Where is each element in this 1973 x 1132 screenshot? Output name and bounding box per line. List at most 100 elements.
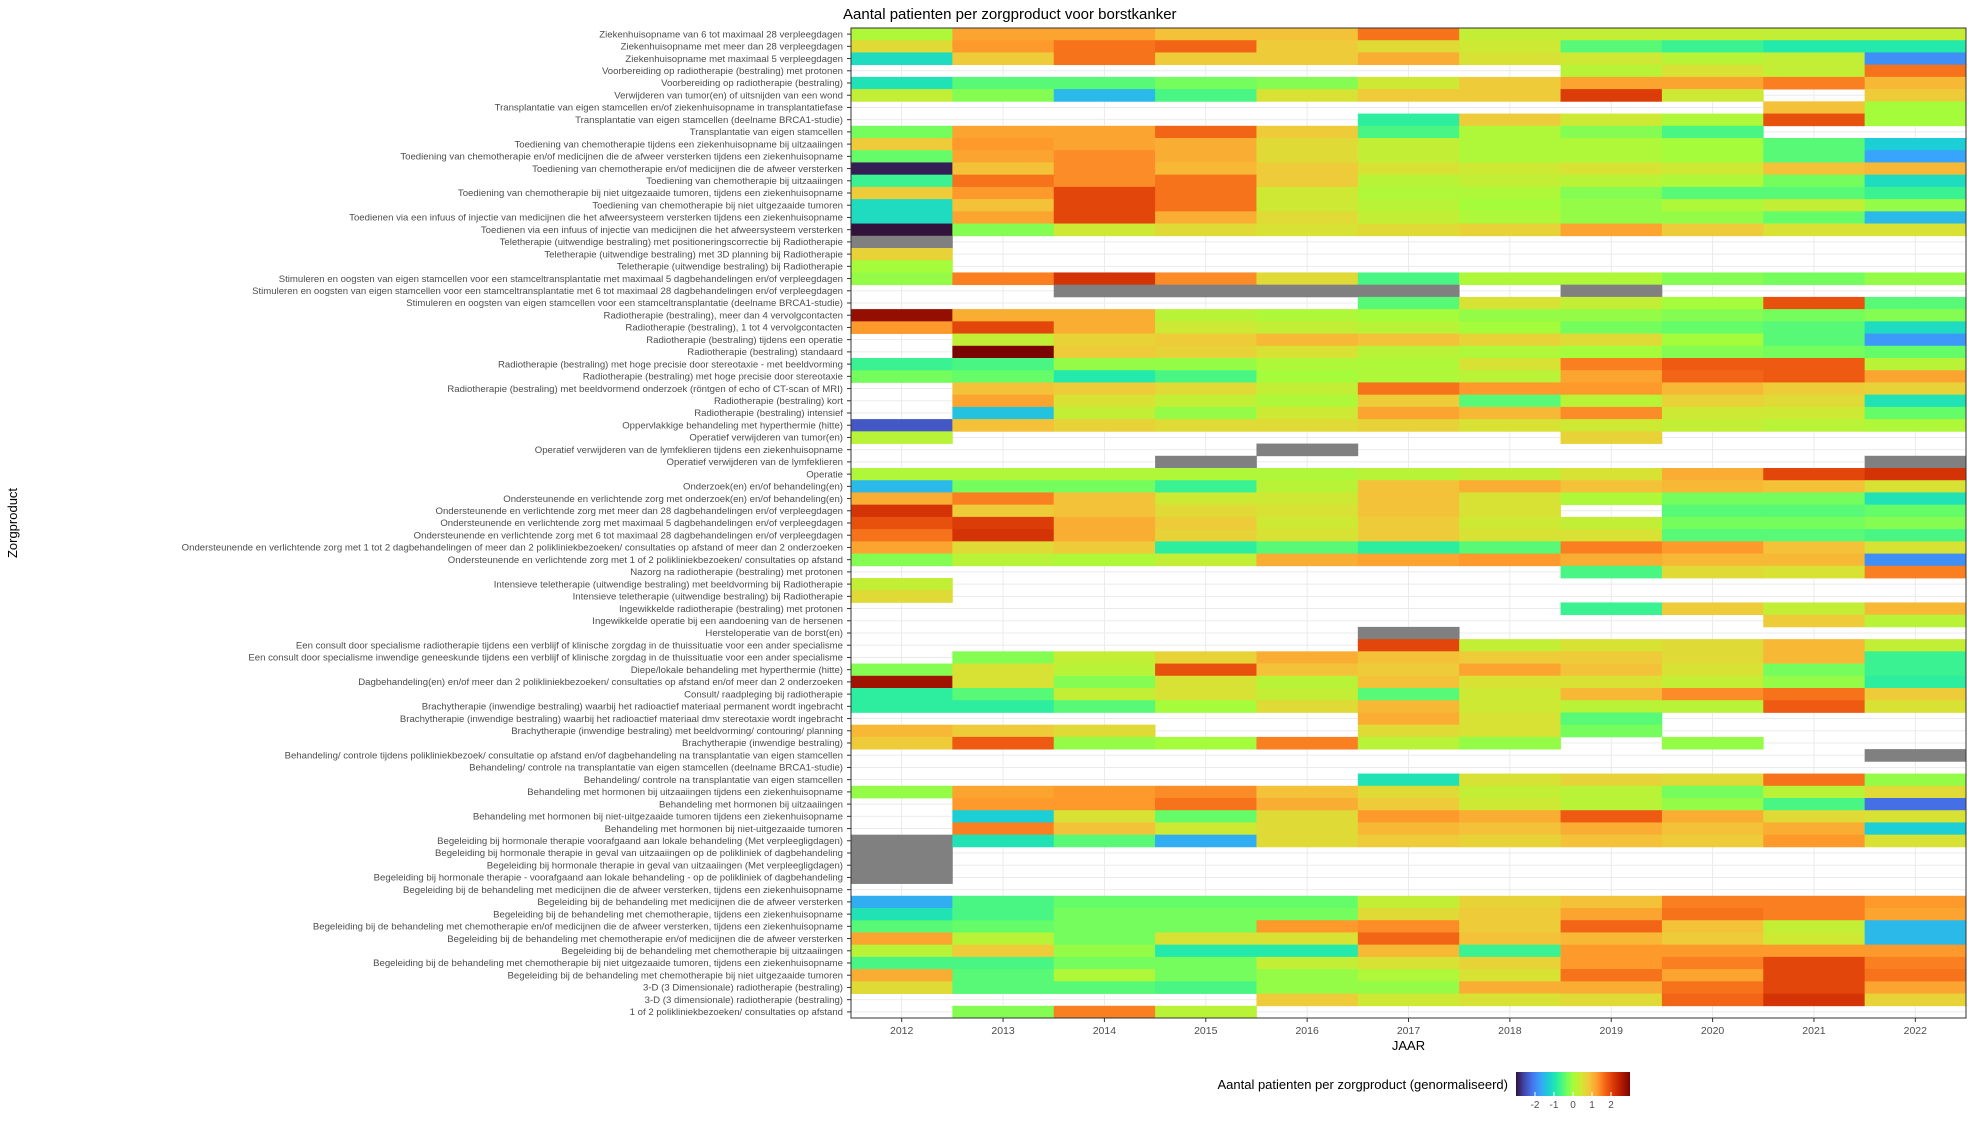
heatmap-cell [1864,663,1967,677]
y-tick-label: Ingewikkelde operatie bij een aandoening… [592,616,843,627]
heatmap-cell [1155,150,1257,163]
heatmap-cell [1560,639,1663,652]
heatmap-cell [851,895,953,909]
heatmap-cell [952,382,1055,396]
heatmap-cell [1661,419,1764,432]
x-tick-label: 2019 [1600,1025,1624,1037]
heatmap-cell [1053,199,1156,212]
heatmap-cell [851,492,953,506]
heatmap-cell [1155,663,1257,677]
heatmap-cell [1864,920,1967,933]
heatmap-cell [1763,406,1866,420]
y-tick-label: Intensieve teletherapie (uitwendige best… [573,592,843,603]
heatmap-cell [1256,688,1359,701]
heatmap-cell [1155,553,1257,567]
heatmap-cell [1053,321,1156,334]
x-tick-label: 2012 [890,1025,914,1037]
y-tick-label: Behandeling/ controle na transplantatie … [469,763,843,774]
heatmap-cell [1560,64,1663,78]
heatmap-cell [1459,52,1561,66]
heatmap-cell [1459,358,1561,371]
heatmap-cell [1357,944,1460,958]
y-tick-label: Radiotherapie (bestraling) met beeldvorm… [447,384,843,395]
heatmap-cell [1763,345,1866,359]
heatmap-cell [1560,541,1663,554]
heatmap-cell [1155,199,1257,212]
heatmap-cell [952,199,1055,212]
heatmap-cell [1459,296,1561,310]
heatmap-cell [1459,920,1561,933]
heatmap-cell [1560,284,1663,298]
heatmap-cell [1763,516,1866,530]
heatmap-cell [1459,663,1561,677]
heatmap-cell [1864,76,1967,90]
heatmap-cell [1155,89,1257,102]
heatmap-cell [1256,541,1359,554]
y-tick-label: Begeleiding bij de behandeling met chemo… [447,934,843,945]
heatmap-cell [1560,822,1663,836]
heatmap-cell [1053,138,1156,151]
heatmap-cell [1864,272,1967,286]
y-tick-label: Transplantatie van eigen stamcellen en/o… [495,103,843,114]
heatmap-cell [1661,309,1764,322]
heatmap-cell [952,920,1055,933]
heatmap-cell [1256,186,1359,200]
heatmap-cell [952,309,1055,322]
heatmap-cell [1459,969,1561,982]
x-tick-label: 2022 [1904,1025,1928,1037]
heatmap-cell [1053,52,1156,66]
heatmap-cell [1661,28,1764,41]
heatmap-cell [952,174,1055,188]
heatmap-cell [851,138,953,151]
heatmap-cell [1560,125,1663,139]
y-tick-label: Operatie [806,469,843,480]
heatmap-cell [1459,89,1561,102]
y-tick-label: 1 of 2 polikliniekbezoeken/ consultaties… [630,1007,843,1018]
y-tick-label: Diepe/lokale behandeling met hyperthermi… [631,665,843,676]
heatmap-cell [1459,736,1561,750]
heatmap-cell [1256,834,1359,848]
heatmap-cell [1560,431,1663,444]
heatmap-cell [1155,908,1257,921]
heatmap-cell [1053,932,1156,946]
x-tick-label: 2018 [1498,1025,1522,1037]
heatmap-cell [1763,199,1866,212]
heatmap-cell [1459,382,1561,396]
heatmap-cell [1661,553,1764,567]
y-tick-label: Ondersteunende en verlichtende zorg met … [435,506,843,517]
heatmap-cell [1864,749,1967,762]
x-tick-label: 2016 [1295,1025,1319,1037]
heatmap-cell [1763,223,1866,237]
x-axis-labels: 2012 2013 2014 2015 2016 2017 2018 2019 2020 2021… [890,1018,1927,1037]
heatmap-cell [1763,52,1866,66]
heatmap-cell [1864,199,1967,212]
heatmap-cell [1661,406,1764,420]
y-tick-label: Ziekenhuisopname met maximaal 5 verpleeg… [625,54,843,65]
heatmap-cell [851,174,953,188]
heatmap-cell [1763,28,1866,41]
y-tick-label: Toedienen via een infuus of injectie van… [349,213,843,224]
heatmap-cell [1560,468,1663,481]
heatmap-cell [1053,382,1156,396]
heatmap-cell [1459,272,1561,286]
y-tick-label: Begeleiding bij de behandeling met chemo… [493,909,843,920]
heatmap-cell [1864,651,1967,664]
heatmap-cell [1256,76,1359,90]
heatmap-cell [1155,785,1257,799]
heatmap-cell [1256,272,1359,286]
heatmap-cell [1053,468,1156,481]
y-tick-label: Verwijderen van tumor(en) of uitsnijden … [614,90,843,101]
heatmap-cell [952,76,1055,90]
heatmap-cell [1053,89,1156,102]
heatmap-cell [1661,908,1764,921]
heatmap-cell [1661,272,1764,286]
heatmap-cell [1459,394,1561,408]
heatmap-cell [1256,981,1359,994]
heatmap-cell [952,785,1055,799]
heatmap-cell [1661,333,1764,347]
heatmap-cell [1459,345,1561,359]
heatmap-cell [1661,174,1764,188]
heatmap-cell [952,822,1055,836]
heatmap-cell [1560,798,1663,811]
heatmap-cell [1155,541,1257,554]
